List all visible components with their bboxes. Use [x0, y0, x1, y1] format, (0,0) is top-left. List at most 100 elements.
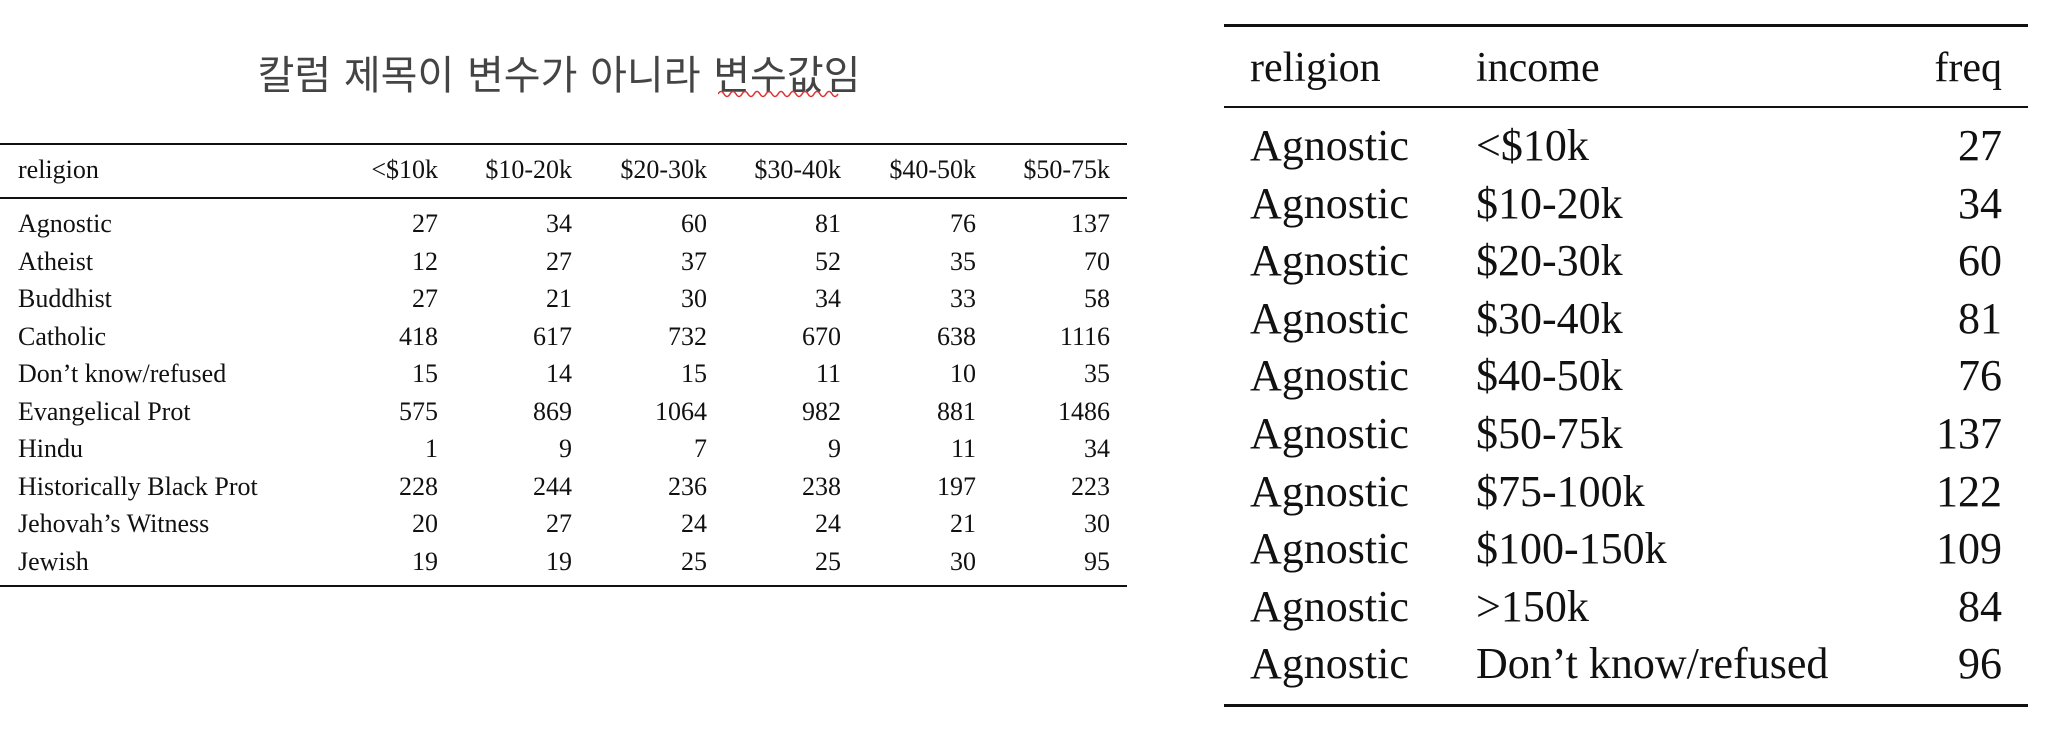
cell-value: 575 — [399, 396, 438, 426]
row-label: Jehovah’s Witness — [18, 509, 210, 538]
cell-text: Agnostic — [1250, 121, 1409, 170]
cell-value: 1064 — [655, 396, 707, 426]
cell-value: 35 — [1084, 359, 1110, 388]
cell-value: 228 — [399, 471, 438, 501]
row-label: Agnostic — [18, 209, 112, 238]
cell-value: 137 — [1936, 409, 2002, 458]
cell-value: 638 — [937, 321, 976, 351]
cell-text: Agnostic — [1250, 293, 1409, 343]
cell-value: 236 — [668, 471, 707, 501]
row-label: Catholic — [18, 321, 107, 351]
cell-value: 122 — [1936, 466, 2002, 516]
cell-value: 7 — [694, 434, 707, 463]
cell-value: 24 — [681, 509, 707, 538]
cell-value: 35 — [950, 246, 976, 276]
column-header: $40-50k — [889, 155, 976, 184]
column-header: $30-40k — [754, 155, 841, 184]
cell-value: 84 — [1958, 581, 2002, 631]
cell-text: $75-100k — [1476, 466, 1645, 516]
cell-value: 732 — [668, 321, 707, 351]
cell-value: 30 — [681, 284, 707, 313]
cell-value: 34 — [546, 209, 572, 238]
cell-value: 197 — [937, 471, 976, 501]
row-label: Don’t know/refused — [18, 359, 227, 388]
cell-value: 34 — [815, 284, 841, 313]
column-header: $10-20k — [485, 155, 572, 184]
cell-value: 95 — [1084, 546, 1110, 576]
table-rule — [0, 143, 1127, 145]
cell-value: 24 — [815, 509, 841, 538]
spell-underline — [718, 90, 839, 98]
cell-value: 9 — [828, 434, 841, 463]
cell-value: 869 — [533, 396, 572, 426]
cell-value: 11 — [950, 434, 976, 463]
cell-value: 14 — [546, 359, 572, 388]
column-header: religion — [18, 155, 99, 184]
cell-value: 1116 — [1059, 321, 1110, 351]
column-header: <$10k — [371, 155, 438, 184]
cell-text: Don’t know/refused — [1476, 639, 1829, 689]
cell-value: 30 — [950, 546, 976, 576]
table-rule — [0, 585, 1127, 587]
cell-value: 81 — [1958, 293, 2002, 343]
cell-value: 21 — [546, 284, 572, 313]
cell-value: 11 — [815, 359, 841, 388]
cell-value: 70 — [1084, 246, 1110, 276]
title: 칼럼 제목이 변수가 아니라 변수값임 — [257, 53, 861, 99]
cell-text: $50-75k — [1476, 409, 1623, 458]
cell-value: 418 — [399, 321, 438, 351]
cell-value: 58 — [1084, 284, 1110, 313]
cell-value: 20 — [412, 509, 438, 538]
cell-value: 1486 — [1058, 396, 1110, 426]
cell-value: 223 — [1071, 471, 1110, 501]
column-header: religion — [1250, 45, 1381, 91]
cell-text: Agnostic — [1250, 236, 1409, 286]
cell-value: 27 — [546, 509, 572, 538]
cell-value: 9 — [559, 434, 572, 463]
row-label: Buddhist — [18, 284, 112, 313]
column-header: income — [1476, 45, 1600, 91]
table-rule — [0, 197, 1127, 199]
cell-text: Agnostic — [1250, 351, 1409, 401]
cell-value: 27 — [412, 284, 438, 313]
cell-text: Agnostic — [1250, 409, 1409, 458]
cell-text: >150k — [1476, 581, 1589, 631]
cell-value: 33 — [950, 284, 976, 313]
row-label: Jewish — [18, 546, 89, 576]
cell-value: 76 — [1958, 351, 2002, 401]
cell-value: 617 — [533, 321, 572, 351]
cell-text: <$10k — [1476, 121, 1589, 170]
cell-value: 27 — [1958, 121, 2002, 170]
row-label: Atheist — [18, 246, 94, 276]
cell-text: $30-40k — [1476, 293, 1623, 343]
cell-value: 34 — [1084, 434, 1110, 463]
row-label: Evangelical Prot — [18, 396, 191, 426]
cell-value: 10 — [950, 359, 976, 388]
table-rule — [1224, 704, 2028, 707]
cell-value: 244 — [533, 471, 572, 501]
cell-value: 25 — [681, 546, 707, 576]
cell-text: Agnostic — [1250, 178, 1409, 228]
cell-value: 25 — [815, 546, 841, 576]
cell-value: 34 — [1958, 178, 2002, 228]
cell-value: 238 — [802, 471, 841, 501]
cell-text: Agnostic — [1250, 581, 1409, 631]
cell-value: 19 — [412, 546, 438, 576]
cell-value: 670 — [802, 321, 841, 351]
cell-value: 21 — [950, 509, 976, 538]
cell-value: 19 — [546, 546, 572, 576]
row-label: Historically Black Prot — [18, 471, 258, 501]
row-label: Hindu — [18, 434, 83, 463]
cell-value: 27 — [412, 209, 438, 238]
cell-text: $20-30k — [1476, 236, 1623, 286]
cell-value: 30 — [1084, 509, 1110, 538]
cell-value: 137 — [1071, 209, 1110, 238]
cell-value: 982 — [802, 396, 841, 426]
cell-value: 96 — [1958, 639, 2002, 689]
column-header: $20-30k — [620, 155, 707, 184]
cell-value: 15 — [681, 359, 707, 388]
cell-text: $100-150k — [1476, 524, 1667, 574]
cell-value: 76 — [950, 209, 976, 238]
table-rule — [1224, 24, 2028, 27]
